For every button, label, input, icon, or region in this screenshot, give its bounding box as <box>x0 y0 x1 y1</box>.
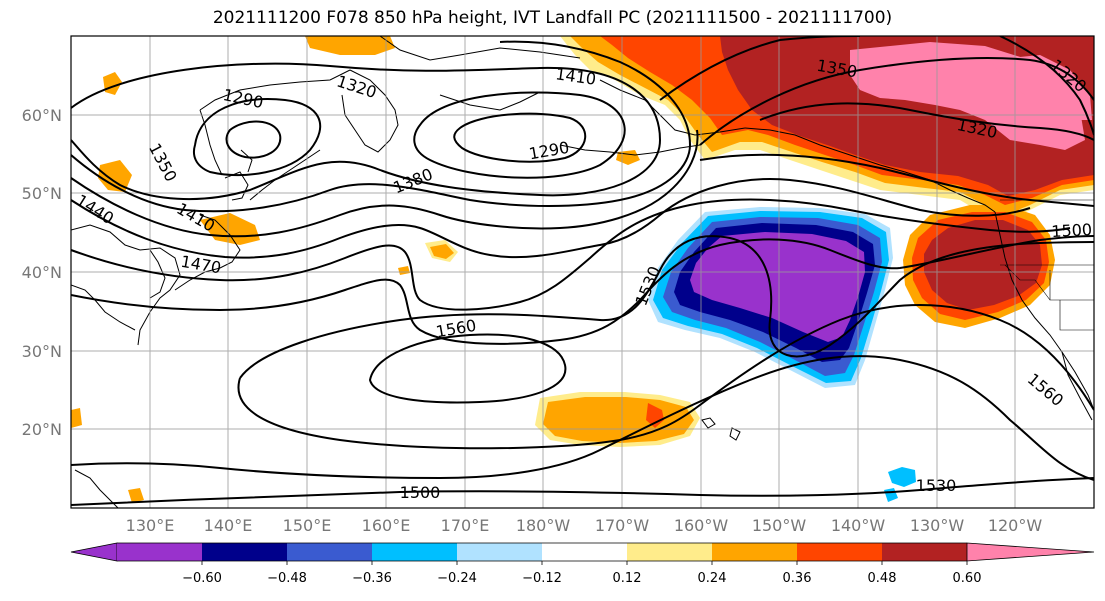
lat-label: 60°N <box>22 106 62 125</box>
colorbar-segment <box>372 543 457 561</box>
lon-label: 130°E <box>126 516 175 535</box>
lon-label: 130°W <box>910 516 965 535</box>
colorbar-segment <box>627 543 712 561</box>
colorbar-tick-label: 0.48 <box>868 571 897 586</box>
colorbar-tick-label: −0.36 <box>352 571 392 586</box>
lon-label: 140°E <box>204 516 253 535</box>
lat-label: 30°N <box>22 342 62 361</box>
colorbar-tick-label: 0.60 <box>953 571 982 586</box>
colorbar-segment <box>882 543 967 561</box>
colorbar-segment <box>797 543 882 561</box>
colorbar-ticks <box>201 561 968 565</box>
lat-label: 20°N <box>22 420 62 439</box>
contour-label: 1500 <box>1051 220 1093 241</box>
colorbar-tick-label: −0.12 <box>522 571 562 586</box>
lon-label: 150°E <box>283 516 332 535</box>
contour-label: 1500 <box>400 483 441 502</box>
colorbar-tick-label: −0.60 <box>182 571 222 586</box>
lon-label: 180°W <box>516 516 571 535</box>
colorbar-segment <box>542 543 627 561</box>
colorbar-tick-label: 0.12 <box>613 571 642 586</box>
lon-label: 120°W <box>988 516 1043 535</box>
colorbar-extend-low <box>70 542 118 562</box>
plot-border <box>70 35 1095 509</box>
lon-label: 170°E <box>441 516 490 535</box>
colorbar-segment <box>117 543 202 561</box>
colorbar-segment <box>202 543 287 561</box>
colorbar-segment <box>287 543 372 561</box>
positive-anomaly-westcoast <box>903 205 1055 328</box>
lon-label: 170°W <box>595 516 650 535</box>
colorbar-segment <box>457 543 542 561</box>
height-contours <box>71 36 1094 506</box>
lon-label: 140°W <box>831 516 886 535</box>
colorbar-tick-label: −0.24 <box>437 571 477 586</box>
colorbar-tick-label: −0.48 <box>267 571 307 586</box>
colorbar-extend-high <box>966 542 1095 562</box>
lon-label: 160°E <box>362 516 411 535</box>
colorbar-tick-label: 0.24 <box>698 571 727 586</box>
positive-anomaly-subtropical <box>535 392 700 447</box>
lat-label: 50°N <box>22 184 62 203</box>
latitude-labels: 60°N 50°N 40°N 30°N 20°N <box>22 106 62 439</box>
longitude-labels: 130°E 140°E 150°E 160°E 170°E 180°W 170°… <box>126 516 1043 535</box>
lon-label: 160°W <box>674 516 729 535</box>
borders <box>1000 199 1094 331</box>
map-title: 2021111200 F078 850 hPa height, IVT Land… <box>212 8 893 28</box>
contour-label: 1530 <box>916 476 957 495</box>
lat-label: 40°N <box>22 263 62 282</box>
colorbar: −0.60 −0.48 −0.36 −0.24 −0.12 0.12 0.24 … <box>70 542 1095 586</box>
lon-label: 150°W <box>752 516 807 535</box>
colorbar-tick-label: 0.36 <box>783 571 812 586</box>
gridlines <box>71 36 1094 508</box>
colorbar-segment <box>712 543 797 561</box>
